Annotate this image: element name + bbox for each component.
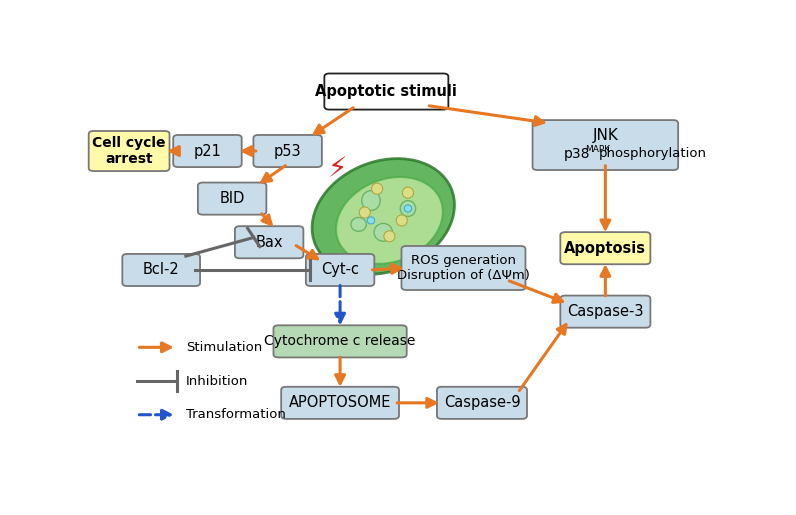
FancyBboxPatch shape bbox=[253, 135, 322, 167]
Text: Cytochrome c release: Cytochrome c release bbox=[264, 334, 416, 348]
Ellipse shape bbox=[372, 183, 383, 194]
Text: Caspase-3: Caspase-3 bbox=[567, 304, 644, 319]
Text: Apoptotic stimuli: Apoptotic stimuli bbox=[315, 84, 457, 99]
Ellipse shape bbox=[312, 159, 455, 274]
Text: Stimulation: Stimulation bbox=[185, 341, 262, 354]
FancyBboxPatch shape bbox=[560, 296, 650, 328]
Ellipse shape bbox=[400, 201, 416, 216]
Text: Apoptosis: Apoptosis bbox=[564, 241, 646, 255]
Text: phosphorylation: phosphorylation bbox=[599, 147, 707, 160]
FancyBboxPatch shape bbox=[533, 120, 678, 170]
Text: Inhibition: Inhibition bbox=[185, 374, 248, 387]
Ellipse shape bbox=[403, 187, 413, 198]
Text: ⚡: ⚡ bbox=[327, 155, 347, 183]
Text: APOPTOSOME: APOPTOSOME bbox=[289, 396, 392, 410]
FancyBboxPatch shape bbox=[401, 246, 525, 290]
Text: JNK: JNK bbox=[592, 128, 618, 143]
Ellipse shape bbox=[351, 217, 366, 231]
Ellipse shape bbox=[359, 207, 370, 218]
FancyBboxPatch shape bbox=[88, 131, 170, 171]
FancyBboxPatch shape bbox=[560, 232, 650, 264]
Ellipse shape bbox=[384, 231, 395, 242]
Text: p38: p38 bbox=[564, 147, 590, 161]
Ellipse shape bbox=[374, 224, 392, 241]
FancyBboxPatch shape bbox=[198, 182, 267, 215]
Text: Cyt-c: Cyt-c bbox=[321, 263, 359, 278]
Ellipse shape bbox=[396, 215, 408, 226]
Ellipse shape bbox=[367, 217, 375, 224]
Text: Transformation: Transformation bbox=[185, 408, 286, 421]
FancyBboxPatch shape bbox=[274, 325, 407, 357]
FancyBboxPatch shape bbox=[235, 226, 303, 259]
FancyBboxPatch shape bbox=[324, 74, 448, 110]
Ellipse shape bbox=[361, 191, 380, 211]
Ellipse shape bbox=[336, 177, 443, 264]
Text: p53: p53 bbox=[274, 144, 302, 159]
Text: Bcl-2: Bcl-2 bbox=[142, 263, 180, 278]
FancyBboxPatch shape bbox=[306, 254, 374, 286]
FancyBboxPatch shape bbox=[437, 387, 527, 419]
FancyBboxPatch shape bbox=[174, 135, 242, 167]
Text: BID: BID bbox=[220, 191, 245, 206]
FancyBboxPatch shape bbox=[123, 254, 200, 286]
Ellipse shape bbox=[404, 205, 412, 212]
FancyBboxPatch shape bbox=[281, 387, 399, 419]
Text: Cell cycle
arrest: Cell cycle arrest bbox=[92, 136, 166, 166]
Text: Caspase-9: Caspase-9 bbox=[443, 396, 521, 410]
Text: p21: p21 bbox=[193, 144, 221, 159]
Text: Bax: Bax bbox=[256, 235, 283, 250]
Text: ROS generation
Disruption of (ΔΨm): ROS generation Disruption of (ΔΨm) bbox=[397, 254, 530, 282]
Text: MAPK: MAPK bbox=[585, 145, 610, 153]
